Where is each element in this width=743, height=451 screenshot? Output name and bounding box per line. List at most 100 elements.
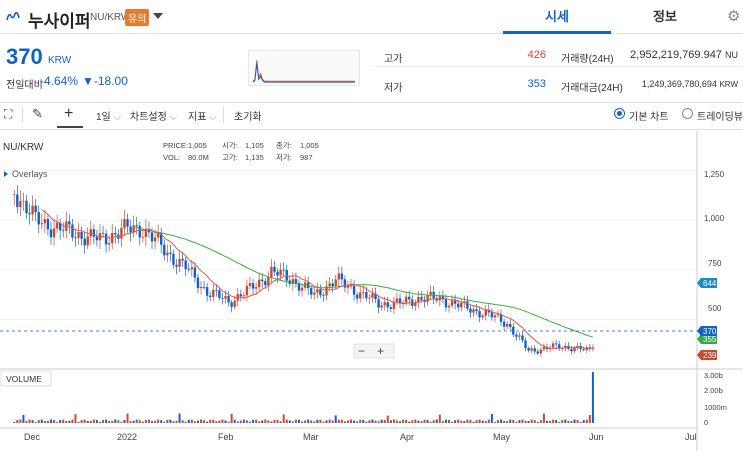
tradingview-radio[interactable] (682, 108, 693, 119)
volume-bar (426, 419, 429, 423)
candle-body (362, 291, 365, 293)
candle-body (123, 219, 126, 228)
volume-bar (444, 419, 447, 423)
top-header (0, 0, 743, 34)
volume-bar (129, 421, 132, 423)
zoom-in-button[interactable]: + (377, 344, 384, 358)
volume-bar (236, 421, 239, 423)
amount-number: 1,249,369,780,694 (641, 79, 717, 89)
overlays-toggle[interactable]: Overlays (4, 169, 48, 179)
high-value: 426 (527, 49, 546, 61)
volume-bar (28, 419, 31, 423)
volume-tick: 2.00b (704, 386, 723, 395)
gear-icon[interactable]: ⚙ (727, 8, 741, 25)
candle-body (65, 221, 68, 231)
candle-body (334, 279, 337, 287)
reset-button[interactable]: 초기화 (234, 112, 262, 123)
volume-bar (53, 420, 56, 423)
candle-body (294, 279, 298, 284)
candle-body (25, 200, 28, 214)
price-tick-labels: 1,250 1,000 750 500 (704, 170, 725, 313)
candle-body (83, 238, 86, 246)
candle-body (343, 279, 347, 288)
candle-body (490, 312, 494, 318)
volume-bar (319, 419, 322, 423)
volume-bar (227, 421, 230, 423)
x-tick: Jul (685, 432, 697, 442)
volume-bar (356, 421, 359, 423)
volume-bar (22, 414, 25, 423)
volume-bar (77, 421, 80, 423)
info-close-label: 종가: (276, 141, 292, 150)
price-unit: KRW (48, 55, 72, 66)
info-low-value: 987 (300, 153, 313, 162)
volume-bar (288, 420, 291, 423)
candle-body (349, 285, 353, 287)
coin-select-caret-icon[interactable] (153, 13, 163, 19)
candle-body (248, 283, 252, 286)
indicators-menu[interactable]: 지표 ⌵ (188, 112, 217, 123)
volume-bar (515, 421, 518, 423)
volume-bar (255, 419, 258, 423)
toolbar-divider (223, 107, 224, 123)
candle-body (554, 343, 558, 345)
candle-body (545, 347, 549, 350)
volume-bar (380, 419, 383, 423)
candle-body (242, 295, 246, 297)
badge-current: 370 (697, 326, 717, 336)
tab-info[interactable]: 정보 (653, 9, 677, 24)
volume-bar (524, 420, 527, 423)
x-tick: Mar (303, 432, 319, 442)
volume-bar (258, 421, 261, 423)
volume-bar (239, 420, 242, 423)
candle-body (478, 311, 481, 318)
fullscreen-icon[interactable]: ⛶ (4, 107, 13, 121)
candle-body (487, 309, 491, 313)
zoom-controls: − + (353, 343, 395, 359)
tab-quote[interactable]: 시세 (503, 0, 611, 34)
volume-bar (362, 419, 365, 423)
price-chart[interactable]: NU/KRW Overlays PRICE: 1,005 시가: 1,105 종… (0, 131, 743, 451)
info-high-label: 고가: (222, 153, 238, 162)
crosshair-tool[interactable]: + (57, 104, 83, 128)
warning-badge: 유의 (125, 9, 150, 26)
basic-chart-radio[interactable] (614, 108, 625, 119)
volume-bar (37, 420, 40, 423)
candle-body (564, 345, 567, 349)
candle-body (591, 347, 595, 349)
pencil-icon[interactable]: ✎ (32, 106, 43, 121)
volume-bar (43, 420, 46, 423)
zoom-out-button[interactable]: − (358, 344, 365, 358)
candle-body (52, 228, 56, 238)
interval-select[interactable]: 1일 ⌵ (96, 112, 122, 123)
chart-settings-label: 차트설정 (130, 112, 167, 123)
price-tick: 1,250 (704, 170, 725, 179)
candle-body (429, 291, 432, 295)
volume-bar (147, 419, 150, 423)
volume-bar (343, 421, 346, 423)
volume-bar (144, 419, 147, 423)
volume-bar (365, 421, 368, 423)
candle-body (273, 266, 276, 272)
candle-body (215, 289, 218, 291)
volume-bar (399, 421, 402, 423)
candle-body (261, 279, 264, 282)
volume-bar (435, 419, 438, 423)
volume-bar (264, 419, 267, 423)
info-price-label: PRICE: (163, 141, 188, 150)
badge-ma-short-value: 239 (703, 351, 717, 360)
candle-body (257, 279, 261, 288)
volume-bar (169, 419, 172, 423)
x-tick: Feb (218, 432, 234, 442)
chart-settings-menu[interactable]: 차트설정 ⌵ (130, 112, 178, 123)
candle-body (254, 287, 258, 289)
stats-divider (372, 66, 743, 67)
volume-bar (13, 422, 16, 423)
candle-body (484, 309, 487, 316)
candle-body (126, 219, 129, 227)
candle-body (551, 343, 555, 348)
volume-bar (114, 419, 117, 423)
candle-body (558, 344, 561, 349)
candle-body (163, 244, 166, 256)
volume-bar (346, 420, 349, 423)
